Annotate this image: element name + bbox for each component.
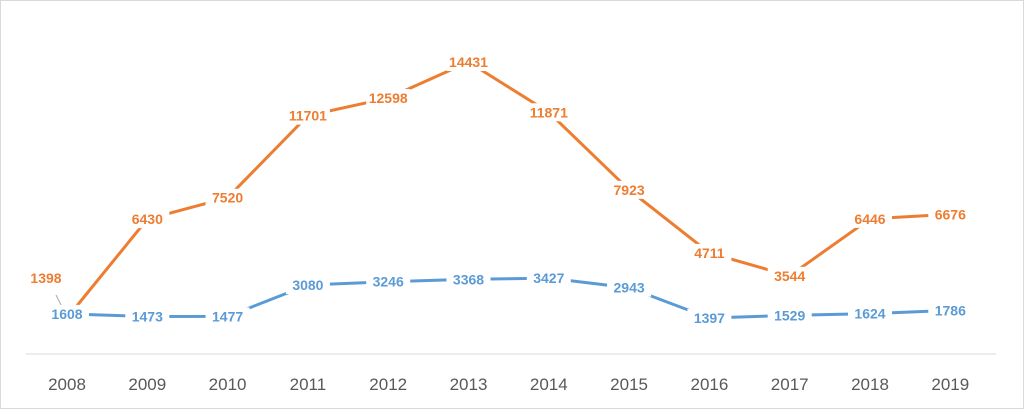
data-label-0-8: 4711 — [694, 245, 725, 261]
x-tick-label-2018: 2018 — [851, 375, 889, 394]
x-tick-label-2015: 2015 — [610, 375, 648, 394]
data-label-0-1: 6430 — [132, 211, 163, 227]
data-label-1-6: 3427 — [533, 270, 564, 286]
data-label-0-6: 11871 — [530, 104, 568, 120]
data-label-bg-0-4 — [366, 89, 411, 108]
x-tick-label-2009: 2009 — [128, 375, 166, 394]
data-label-1-3: 3080 — [292, 277, 323, 293]
data-label-bg-1-10 — [848, 304, 892, 323]
data-label-bg-1-4 — [366, 272, 411, 291]
data-label-bg-0-5 — [446, 53, 491, 71]
x-tick-label-2017: 2017 — [771, 375, 809, 394]
data-label-1-10: 1624 — [854, 306, 885, 322]
data-label-bg-1-0 — [45, 304, 89, 323]
x-tick-label-2010: 2010 — [209, 375, 247, 394]
series-line-1 — [66, 276, 951, 320]
x-tick-label-2016: 2016 — [690, 375, 728, 394]
data-label-bg-1-8 — [687, 309, 732, 328]
x-tick-label-2012: 2012 — [369, 375, 407, 394]
data-label-0-4: 12598 — [369, 90, 408, 106]
data-label-bg-0-3 — [285, 106, 330, 125]
data-label-bg-0-9 — [767, 266, 812, 285]
data-label-1-0: 1608 — [51, 306, 82, 322]
data-label-0-0: 1398 — [30, 270, 61, 286]
data-label-bg-0-10 — [848, 209, 892, 228]
data-label-0-5: 14431 — [449, 54, 488, 70]
data-label-1-8: 1397 — [694, 310, 725, 326]
data-label-bg-0-6 — [526, 103, 571, 122]
data-label-1-7: 2943 — [614, 280, 645, 296]
x-tick-label-2011: 2011 — [290, 375, 327, 394]
data-label-bg-1-3 — [285, 275, 330, 294]
data-label-bg-1-7 — [607, 278, 652, 297]
x-tick-label-2013: 2013 — [450, 375, 488, 394]
data-label-1-5: 3368 — [453, 271, 484, 287]
data-label-bg-0-11 — [928, 205, 973, 224]
data-label-bg-0-2 — [205, 188, 250, 207]
data-label-0-2: 7520 — [212, 190, 243, 206]
data-label-bg-1-5 — [446, 270, 491, 289]
data-label-bg-1-11 — [928, 301, 973, 320]
data-label-0-11: 6676 — [935, 206, 966, 222]
x-tick-label-2019: 2019 — [931, 375, 969, 394]
data-label-1-4: 3246 — [373, 274, 404, 290]
x-tick-label-2014: 2014 — [530, 375, 568, 394]
data-label-0-10: 6446 — [854, 211, 885, 227]
data-label-1-2: 1477 — [212, 308, 243, 324]
data-label-bg-1-6 — [526, 269, 571, 288]
data-label-0-3: 11701 — [289, 108, 327, 124]
data-label-1-11: 1786 — [935, 302, 966, 318]
data-label-0-9: 3544 — [774, 268, 805, 284]
data-label-1-1: 1473 — [132, 309, 163, 325]
data-label-bg-1-1 — [125, 307, 170, 326]
data-label-bg-0-1 — [125, 210, 170, 229]
x-tick-label-2008: 2008 — [48, 375, 86, 394]
data-label-bg-1-2 — [205, 307, 250, 326]
data-label-bg-0-7 — [607, 180, 652, 199]
data-label-0-7: 7923 — [614, 182, 645, 198]
data-label-1-9: 1529 — [774, 307, 805, 323]
data-label-bg-0-8 — [687, 243, 732, 262]
data-label-bg-1-9 — [767, 306, 812, 325]
